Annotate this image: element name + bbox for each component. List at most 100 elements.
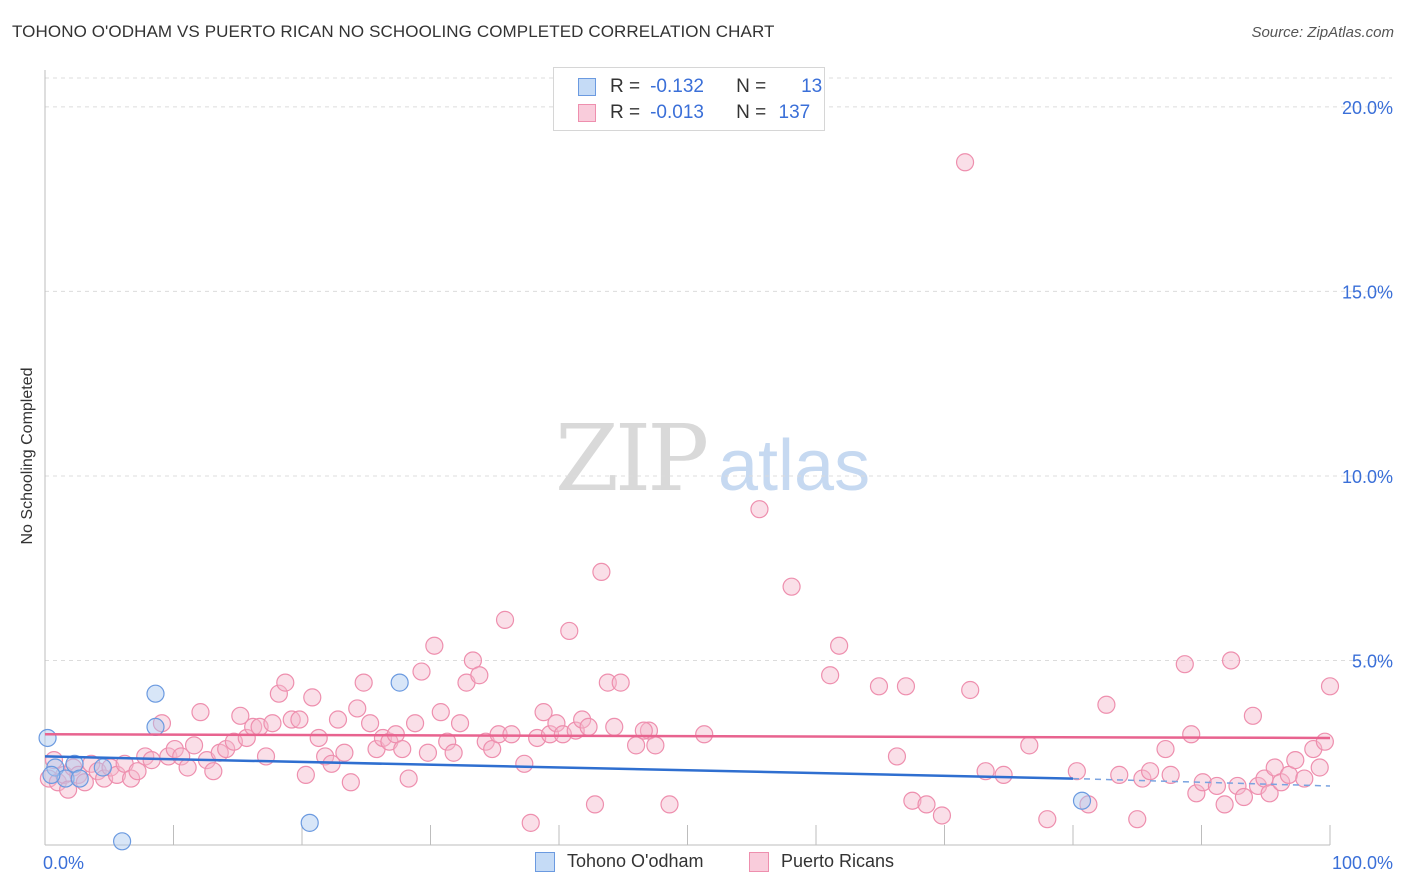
data-point (1020, 736, 1039, 755)
data-point (399, 769, 418, 788)
data-point (112, 832, 132, 851)
data-point (412, 662, 431, 681)
trend-line-puerto (44, 733, 1331, 740)
data-point (573, 710, 592, 729)
data-point (547, 714, 566, 733)
data-point (592, 562, 611, 582)
data-point (1038, 810, 1057, 829)
data-point (903, 791, 922, 810)
data-point (231, 706, 250, 725)
x-tick-label: 0.0% (43, 853, 84, 873)
data-point (269, 684, 288, 703)
source-label: Source: ZipAtlas.com (1251, 24, 1394, 41)
data-point (917, 795, 936, 814)
data-point (869, 677, 889, 696)
data-point (1110, 765, 1129, 784)
data-point (585, 795, 605, 814)
data-point (450, 714, 470, 733)
data-point (1234, 787, 1254, 807)
data-point (178, 758, 197, 777)
data-point (70, 769, 89, 788)
data-point (994, 765, 1013, 784)
data-point (955, 153, 975, 172)
y-tick-label: 20.0% (1342, 98, 1393, 118)
data-point (1067, 762, 1086, 781)
data-point (1310, 758, 1329, 777)
series-name-puerto: Puerto Ricans (781, 851, 895, 871)
legend-swatch-puerto (578, 104, 596, 122)
data-point (961, 680, 980, 700)
trend-line-tohono (44, 755, 1074, 780)
data-point (165, 739, 184, 759)
data-point (1182, 725, 1201, 744)
data-point (470, 666, 489, 685)
data-point (1286, 751, 1305, 770)
data-point (354, 673, 373, 692)
legend-n-value: 13 (801, 76, 823, 97)
data-point (521, 813, 540, 832)
data-point (418, 743, 438, 762)
legend-r-value: -0.013 (650, 102, 704, 123)
data-point (191, 703, 210, 722)
data-point (204, 762, 223, 781)
x-tick-label: 100.0% (1332, 853, 1393, 873)
data-point (887, 747, 907, 766)
data-point (1072, 791, 1092, 810)
data-point (56, 769, 75, 788)
series-swatch-tohono (535, 851, 555, 872)
data-point (1260, 784, 1279, 803)
data-point (1175, 655, 1194, 674)
data-point (328, 710, 348, 729)
data-point (540, 725, 560, 744)
data-point (1295, 769, 1314, 788)
data-point (438, 732, 457, 751)
data-point (444, 743, 463, 762)
data-point (1156, 739, 1175, 759)
data-point (502, 725, 521, 744)
trend-line-tohono-extension (1072, 777, 1331, 787)
data-point (217, 739, 236, 759)
y-tick-label: 15.0% (1342, 282, 1393, 302)
data-point (290, 710, 309, 729)
legend-r-label: R = (610, 76, 641, 97)
data-point (932, 806, 952, 825)
legend-n-label: N = (736, 76, 767, 97)
data-point (393, 739, 412, 759)
data-point (489, 725, 508, 744)
data-point (184, 736, 204, 755)
legend-row-tohono: R = -0.132 N = 13 (578, 75, 822, 99)
data-point (282, 710, 301, 729)
data-point (1228, 776, 1247, 796)
series-legend: Tohono O'odham Puerto Ricans (0, 851, 1406, 877)
data-point (1215, 795, 1234, 814)
data-point (316, 747, 335, 766)
data-point (1097, 695, 1116, 714)
data-point (1161, 765, 1180, 784)
data-point (495, 610, 515, 629)
series-legend-tohono: Tohono O'odham (535, 851, 704, 872)
data-point (515, 754, 534, 773)
stats-legend: R = -0.132 N = 13 R = -0.013 N = 137 (553, 67, 825, 131)
y-tick-label: 5.0% (1352, 651, 1393, 671)
legend-n-label: N = (736, 102, 767, 123)
data-point (1133, 769, 1152, 788)
data-point (1243, 706, 1263, 725)
data-point (431, 703, 450, 722)
legend-r-label: R = (610, 102, 641, 123)
data-point (750, 500, 769, 519)
legend-row-puerto: R = -0.013 N = 137 (578, 101, 810, 125)
data-point (303, 688, 322, 707)
data-point (276, 673, 295, 692)
data-point (121, 769, 141, 788)
series-legend-puerto: Puerto Ricans (749, 851, 894, 872)
data-point (405, 714, 425, 733)
y-tick-label: 10.0% (1342, 467, 1393, 487)
data-point (390, 673, 409, 692)
data-point (146, 717, 165, 737)
data-point (38, 728, 57, 748)
legend-swatch-tohono (578, 78, 596, 96)
series-name-tohono: Tohono O'odham (567, 851, 704, 871)
data-point (560, 621, 579, 641)
legend-r-value: -0.132 (650, 76, 704, 97)
